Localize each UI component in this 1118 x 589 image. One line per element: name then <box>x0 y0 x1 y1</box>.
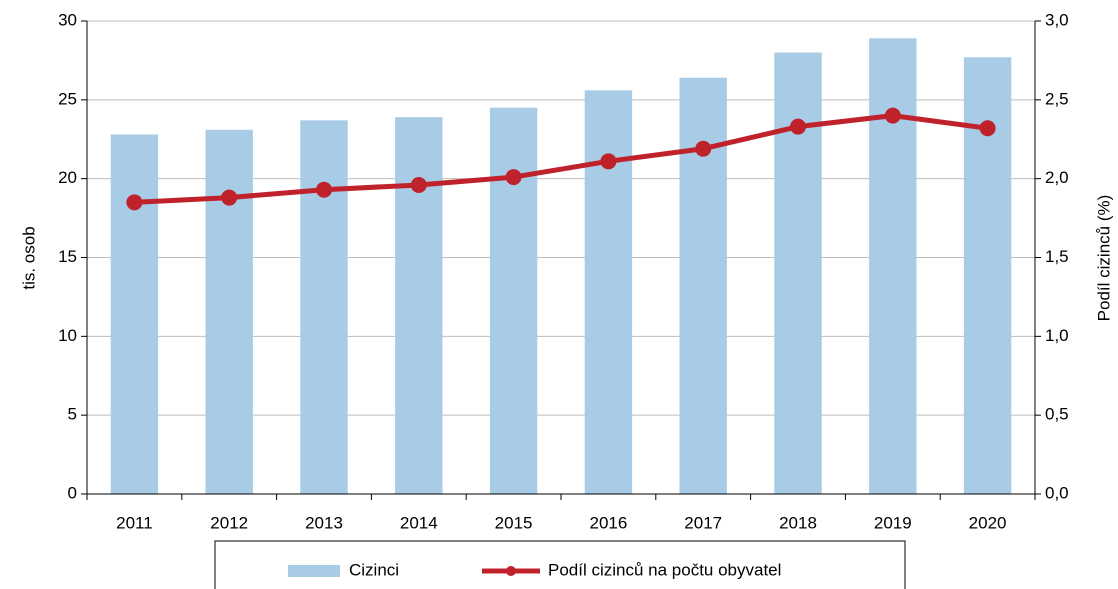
x-tick-label: 2019 <box>874 513 912 532</box>
y-tick-label: 25 <box>58 89 77 108</box>
legend-swatch <box>288 565 340 577</box>
line-marker <box>221 189 238 206</box>
y-tick-label: 10 <box>58 326 77 345</box>
line-marker <box>126 194 143 211</box>
x-tick-label: 2018 <box>779 513 817 532</box>
line-marker <box>884 107 901 124</box>
y-tick-label: 30 <box>58 10 77 29</box>
y2-tick-label: 0,5 <box>1045 405 1069 424</box>
y2-axis-label: Podíl cizinců (%) <box>1094 195 1113 322</box>
y-tick-label: 20 <box>58 168 77 187</box>
y-axis-label: tis. osob <box>19 226 38 289</box>
y2-tick-label: 2,5 <box>1045 89 1069 108</box>
legend-label: Cizinci <box>349 560 399 579</box>
y-tick-label: 15 <box>58 247 77 266</box>
bar <box>679 77 727 494</box>
bar <box>110 134 159 494</box>
bar <box>869 38 917 495</box>
y2-tick-label: 3,0 <box>1045 10 1069 29</box>
bar <box>395 117 443 494</box>
legend-marker <box>506 566 516 576</box>
y-tick-label: 0 <box>68 483 77 502</box>
line-marker <box>695 140 712 157</box>
line-marker <box>316 181 332 198</box>
x-tick-label: 2011 <box>116 513 153 532</box>
y2-tick-label: 0,0 <box>1045 483 1069 502</box>
y2-tick-label: 1,0 <box>1045 326 1069 345</box>
y2-tick-label: 1,5 <box>1045 247 1069 266</box>
line-marker <box>979 120 996 137</box>
x-tick-label: 2015 <box>495 513 533 532</box>
bar <box>205 129 253 495</box>
x-tick-label: 2017 <box>684 513 722 532</box>
x-tick-label: 2014 <box>400 513 438 532</box>
line-marker <box>790 118 806 135</box>
legend-label: Podíl cizinců na počtu obyvatel <box>548 560 781 579</box>
x-tick-label: 2012 <box>210 513 248 532</box>
y-tick-label: 5 <box>68 405 77 424</box>
bar <box>489 107 538 494</box>
line-marker <box>410 176 427 193</box>
y2-tick-label: 2,0 <box>1045 168 1069 187</box>
line-marker <box>600 153 617 170</box>
x-tick-label: 2013 <box>305 513 343 532</box>
bar <box>584 90 633 494</box>
line-marker <box>505 169 522 186</box>
x-tick-label: 2016 <box>589 513 627 532</box>
line <box>134 113 988 205</box>
x-tick-label: 2020 <box>969 513 1007 532</box>
bar <box>300 120 348 494</box>
